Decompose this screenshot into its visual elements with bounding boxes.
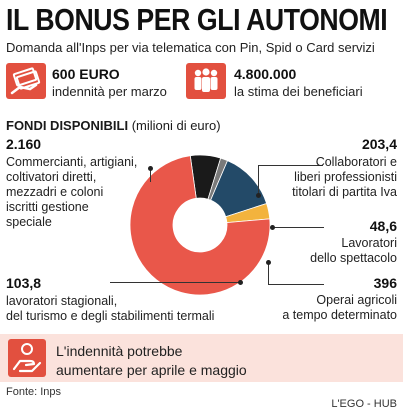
slice-label-line: mezzadri e coloni — [6, 185, 104, 199]
slice-label-line: del turismo e degli stabilimenti termali — [6, 309, 215, 323]
source-text: Fonte: Inps — [6, 386, 62, 398]
leader-line-spettacolo — [272, 227, 324, 228]
stat-value-beneficiaries: 4.800.000 — [234, 66, 297, 82]
hand-coin-icon — [8, 339, 46, 377]
stat-label-beneficiaries: la stima dei beneficiari — [234, 84, 363, 99]
note-line: L'indennità potrebbe — [56, 343, 183, 359]
slice-label-line: Operai agricoli — [316, 293, 397, 307]
leader-dot-collaboratori — [256, 193, 261, 198]
page-subtitle: Domanda all'Inps per via telematica con … — [6, 40, 375, 55]
slice-label-commercianti: Commercianti, artigiani, coltivatori dir… — [6, 155, 137, 230]
leader-line-collaboratori — [258, 165, 323, 166]
donut-hole — [173, 198, 227, 252]
slice-label-stagionali: lavoratori stagionali, del turismo e deg… — [6, 294, 214, 324]
money-hand-icon — [6, 63, 46, 99]
note-line: aumentare per aprile e maggio — [56, 362, 247, 378]
note-text: L'indennità potrebbe aumentare per april… — [56, 342, 247, 380]
slice-label-line: Commercianti, artigiani, — [6, 155, 138, 169]
slice-value-agricoli: 396 — [373, 275, 397, 291]
section-title-unit: (milioni di euro) — [131, 118, 221, 133]
leader-line-agricoli-v — [268, 262, 269, 284]
page-title: IL BONUS PER GLI AUTONOMI — [6, 2, 388, 37]
leader-dot-agricoli — [266, 260, 271, 265]
stat-value-amount: 600 EURO — [52, 66, 120, 82]
leader-line-collaboratori-v — [258, 165, 259, 195]
leader-line-commercianti — [150, 168, 151, 182]
slice-label-line: Lavoratori — [341, 236, 397, 250]
slice-label-line: dello spettacolo — [310, 251, 397, 265]
credit-text: L'EGO - HUB — [331, 398, 397, 410]
slice-label-line: coltivatori diretti, — [6, 170, 97, 184]
section-title-bold: FONDI DISPONIBILI — [6, 118, 129, 133]
slice-label-line: lavoratori stagionali, — [6, 294, 118, 308]
slice-label-line: iscritti gestione — [6, 200, 89, 214]
leader-line-agricoli — [268, 284, 324, 285]
section-title: FONDI DISPONIBILI (milioni di euro) — [6, 118, 221, 133]
note-box — [0, 334, 403, 382]
slice-value-stagionali: 103,8 — [6, 275, 42, 291]
slice-label-line: speciale — [6, 215, 52, 229]
slice-value-commercianti: 2.160 — [6, 136, 42, 152]
slice-label-collaboratori: Collaboratori e liberi professionisti ti… — [292, 155, 397, 200]
slice-value-collaboratori: 203,4 — [361, 136, 397, 152]
stat-label-amount: indennità per marzo — [52, 84, 167, 99]
slice-label-line: Collaboratori e — [315, 155, 397, 169]
leader-dot-spettacolo — [270, 225, 275, 230]
leader-dot-commercianti — [148, 166, 153, 171]
slice-value-spettacolo: 48,6 — [369, 218, 397, 234]
slice-label-agricoli: Operai agricoli a tempo determinato — [282, 293, 397, 323]
people-group-icon — [186, 63, 226, 99]
slice-label-line: a tempo determinato — [282, 308, 397, 322]
leader-dot-stagionali — [238, 280, 243, 285]
leader-line-stagionali — [110, 282, 240, 283]
donut-chart — [129, 154, 271, 296]
slice-label-line: titolari di partita Iva — [292, 185, 397, 199]
slice-label-line: liberi professionisti — [294, 170, 397, 184]
slice-label-spettacolo: Lavoratori dello spettacolo — [310, 236, 397, 266]
